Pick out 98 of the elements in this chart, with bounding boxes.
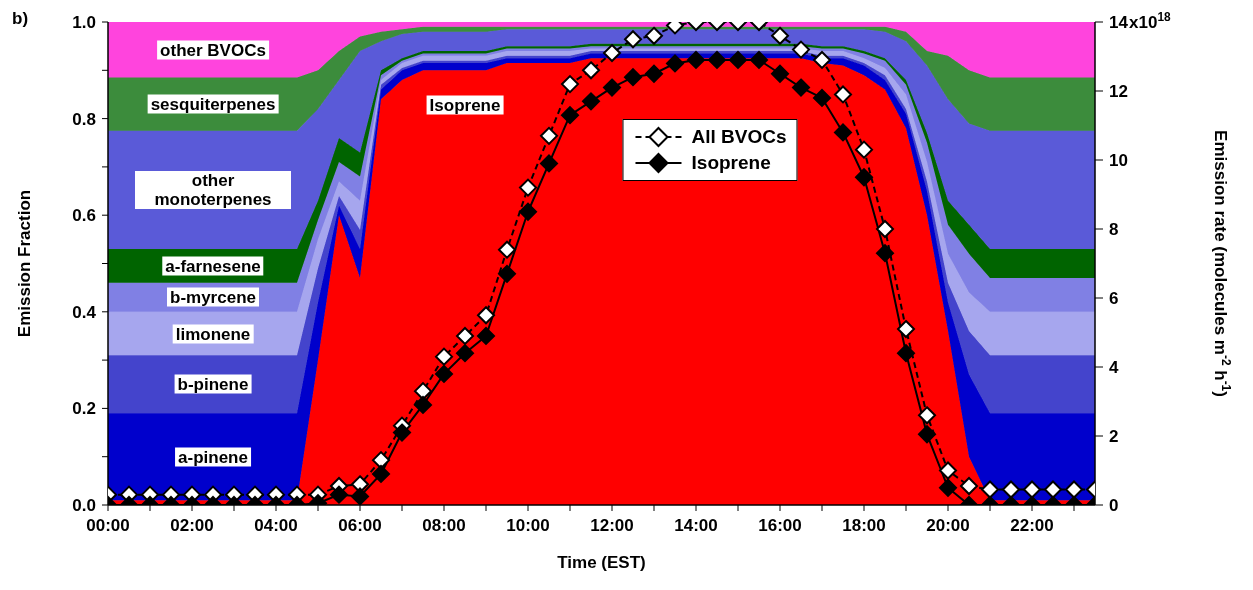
x-axis-title: Time (EST) <box>557 553 646 572</box>
y2-tick-label: 6 <box>1109 289 1119 308</box>
point <box>792 78 810 97</box>
point <box>855 140 873 159</box>
y-tick-label: 0.4 <box>72 302 97 322</box>
y2-tick-label: 4 <box>1109 358 1119 377</box>
series-label: limonene <box>172 324 254 344</box>
point <box>813 50 831 69</box>
point <box>414 382 432 401</box>
y2-tick-label: 12 <box>1109 82 1128 101</box>
point <box>435 364 453 383</box>
x-tick-label: 12:00 <box>590 516 634 535</box>
y-tick-label: 1.0 <box>72 13 96 32</box>
point <box>876 220 894 238</box>
point <box>897 320 915 339</box>
point <box>519 178 537 197</box>
series-label: a-farnesene <box>162 256 264 276</box>
y2-tick-label: 14 <box>1109 13 1129 32</box>
point <box>813 88 831 107</box>
series-label: b-pinene <box>174 374 252 394</box>
point <box>792 40 810 59</box>
point <box>393 423 411 442</box>
y2-tick-label: 2 <box>1109 427 1119 446</box>
series-label: other BVOCs <box>157 40 269 60</box>
point <box>1002 480 1020 499</box>
point <box>750 50 768 69</box>
series-label: other monoterpenes <box>135 170 291 209</box>
point <box>1065 480 1083 499</box>
point <box>687 50 705 69</box>
point <box>939 461 957 480</box>
point <box>708 50 726 69</box>
x-tick-label: 06:00 <box>338 516 382 535</box>
point <box>666 54 684 73</box>
x-tick-label: 10:00 <box>506 516 550 535</box>
text: b) <box>12 9 29 28</box>
point <box>351 487 369 505</box>
point <box>939 478 957 497</box>
point <box>477 326 495 345</box>
y-tick-label: 0.0 <box>72 496 96 515</box>
text: x10$^{18}$ <box>1129 10 1171 32</box>
y-tick-label: 0.8 <box>72 109 96 129</box>
point <box>918 406 936 425</box>
point <box>834 123 852 142</box>
x-tick-label: 00:00 <box>86 516 130 535</box>
point <box>1023 480 1041 499</box>
point <box>372 464 390 483</box>
x-tick-label: 08:00 <box>422 516 466 535</box>
point <box>1044 480 1062 499</box>
x-tick-label: 20:00 <box>926 516 970 535</box>
point <box>456 344 474 363</box>
point <box>981 480 999 499</box>
point <box>897 344 915 363</box>
series-label: Isoprene <box>426 95 504 115</box>
point <box>582 92 600 111</box>
point <box>414 395 432 414</box>
point <box>960 477 978 496</box>
x-tick-label: 02:00 <box>170 516 214 535</box>
point <box>855 168 873 187</box>
point <box>603 44 621 63</box>
x-tick-label: 04:00 <box>254 516 298 535</box>
x-tick-label: 16:00 <box>758 516 802 535</box>
point <box>624 68 642 87</box>
point <box>876 244 894 263</box>
point <box>435 347 453 366</box>
y-tick-label: 0.2 <box>72 399 96 419</box>
x-tick-label: 18:00 <box>842 516 886 535</box>
y-tick-label: 0.6 <box>72 206 96 226</box>
legend-label: All BVOCs <box>691 125 787 148</box>
point <box>477 306 495 325</box>
point <box>498 264 516 283</box>
x-tick-label: 14:00 <box>674 516 718 535</box>
point <box>645 64 663 83</box>
point <box>624 30 642 49</box>
series-label: a-pinene <box>175 447 251 467</box>
y2-tick-label: 10 <box>1109 151 1128 170</box>
point <box>540 154 558 173</box>
point <box>456 326 474 345</box>
point <box>498 240 516 259</box>
point <box>834 85 852 104</box>
y2-tick-label: 8 <box>1109 220 1119 239</box>
point <box>771 26 789 45</box>
point <box>771 64 789 83</box>
series-label: sesquiterpenes <box>147 94 279 114</box>
point <box>561 106 579 125</box>
point <box>645 26 663 45</box>
point <box>330 485 348 504</box>
point <box>561 75 579 94</box>
point <box>729 50 747 69</box>
legend-label: Isoprene <box>691 151 771 174</box>
y2-tick-label: 0 <box>1109 496 1119 515</box>
x-tick-label: 22:00 <box>1010 516 1054 535</box>
point <box>519 202 537 221</box>
point <box>540 126 558 145</box>
point <box>582 61 600 80</box>
point <box>603 78 621 97</box>
y-axis-title: Emission Fraction <box>15 189 34 338</box>
series-label: b-myrcene <box>167 287 259 307</box>
point <box>918 425 936 444</box>
